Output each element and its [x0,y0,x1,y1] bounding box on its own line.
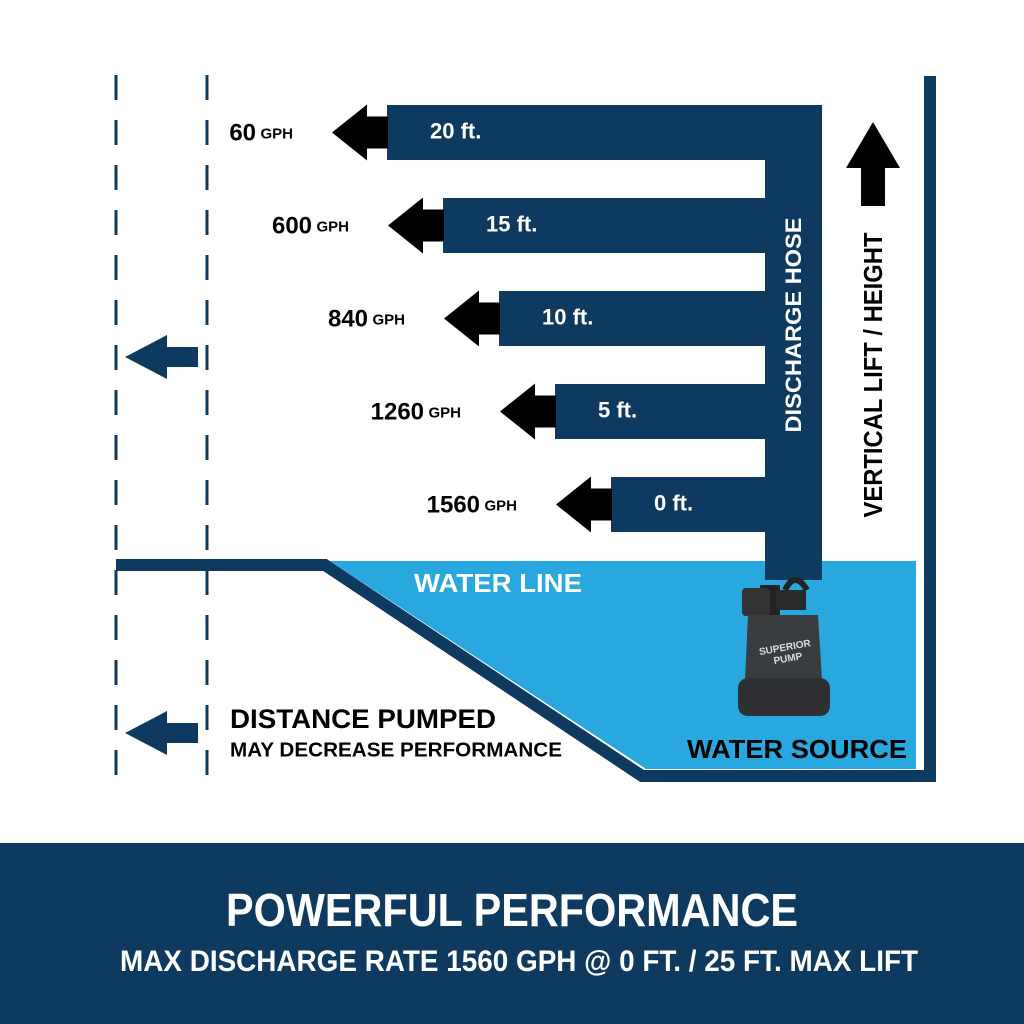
footer-band [0,843,1024,1024]
flow-rate-unit: GPH [316,218,349,235]
distance-subtitle: MAY DECREASE PERFORMANCE [230,739,562,761]
lift-label: 5 ft. [598,397,637,422]
pipe-outlet [611,477,822,532]
pump-brand: PUMP [773,651,804,667]
water-line-label: WATER LINE [414,568,582,598]
lift-label: 15 ft. [486,211,537,236]
flow-arrow-head [332,104,367,161]
left-arrow [125,335,198,379]
flow-rate: 1260 GPH [371,399,461,426]
distance-title: DISTANCE PUMPED [230,704,496,734]
flow-rate: 600 GPH [272,213,349,240]
flow-rate: 840 GPH [328,306,405,333]
lift-label: 10 ft. [542,304,593,329]
pipe-outlet [387,105,822,160]
flow-rate-value: 600 [272,213,312,240]
flow-rate-unit: GPH [260,125,293,142]
flow-rate: 1560 GPH [427,492,517,519]
pipe-outlet [443,198,822,253]
footer-subtitle: MAX DISCHARGE RATE 1560 GPH @ 0 FT. / 25… [120,945,918,978]
flow-arrow-head [500,383,535,440]
flow-rate-unit: GPH [428,404,461,421]
flow-rate-value: 840 [328,306,368,333]
lift-label: VERTICAL LIFT / HEIGHT [858,232,888,517]
flow-rate-unit: GPH [484,497,517,514]
footer-title: POWERFUL PERFORMANCE [226,884,798,936]
lift-label: 20 ft. [430,118,481,143]
lift-rows: 20 ft. 60 GPH 15 ft. 600 GPH 10 ft. 840 GPH 5 … [229,104,822,533]
flow-arrow-head [556,476,591,533]
hose-label: DISCHARGE HOSE [781,218,806,433]
flow-rate: 60 GPH [229,120,293,147]
flow-rate-value: 1260 [371,399,424,426]
pipe-outlet [499,291,822,346]
flow-arrow-head [444,290,479,347]
water-source-label: WATER SOURCE [687,734,907,764]
lift-label: 0 ft. [654,490,693,515]
tank-outline [116,76,936,782]
left-arrow [125,711,198,755]
pipe-outlet [555,384,822,439]
flow-rate-unit: GPH [372,311,405,328]
pump: SUPERIOR PUMP [738,577,830,716]
up-arrow [846,122,900,206]
flow-rate-value: 1560 [427,492,480,519]
flow-arrow-head [388,197,423,254]
flow-rate-value: 60 [229,120,256,147]
